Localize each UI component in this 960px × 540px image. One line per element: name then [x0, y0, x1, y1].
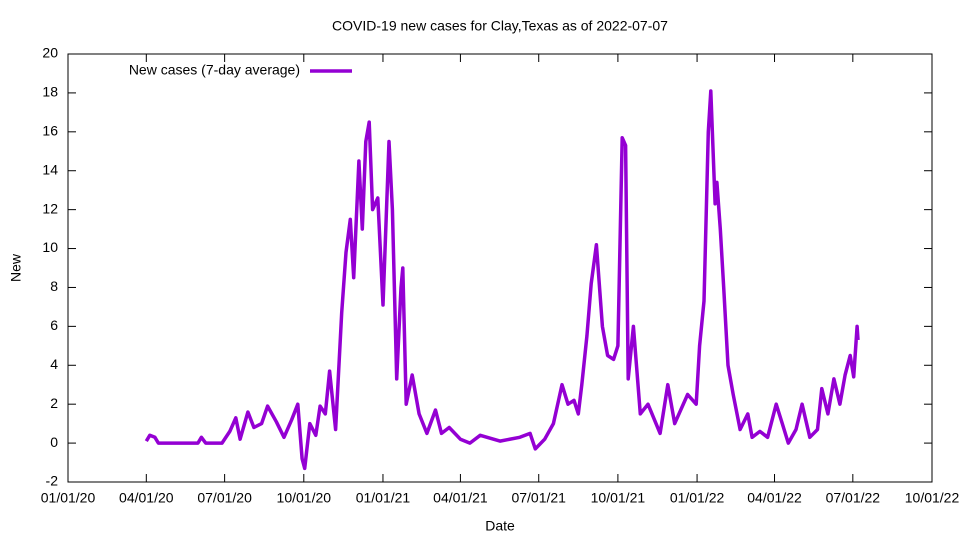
x-tick-label: 01/01/22 — [670, 490, 725, 506]
y-tick-label: 10 — [42, 239, 58, 255]
y-tick-label: 0 — [50, 434, 58, 450]
x-tick-label: 01/01/21 — [356, 490, 411, 506]
plot-border — [67, 53, 933, 483]
y-tick-label: 18 — [42, 84, 58, 100]
y-tick-label: 20 — [42, 45, 58, 61]
y-tick-label: 8 — [50, 278, 58, 294]
x-tick-label: 10/01/21 — [591, 490, 646, 506]
y-tick-label: -2 — [46, 473, 59, 489]
x-tick-label: 07/01/20 — [197, 490, 252, 506]
y-tick-label: 2 — [50, 395, 58, 411]
legend-label: New cases (7-day average) — [129, 62, 300, 78]
x-tick-label: 07/01/21 — [511, 490, 566, 506]
data-line — [144, 89, 860, 471]
y-tick-label: 12 — [42, 200, 58, 216]
x-tick-label: 04/01/20 — [119, 490, 174, 506]
y-tick-label: 4 — [50, 356, 58, 372]
x-tick-label: 10/01/22 — [905, 490, 960, 506]
x-tick-label: 10/01/20 — [277, 490, 332, 506]
x-tick-label: 04/01/22 — [747, 490, 802, 506]
x-tick-label: 01/01/20 — [41, 490, 96, 506]
y-tick-label: 6 — [50, 317, 58, 333]
x-tick-label: 07/01/22 — [826, 490, 881, 506]
chart-title: COVID-19 new cases for Clay,Texas as of … — [332, 18, 668, 34]
x-axis-label: Date — [485, 518, 515, 534]
y-tick-label: 16 — [42, 123, 58, 139]
y-tick-label: 14 — [42, 161, 58, 177]
x-tick-label: 04/01/21 — [433, 490, 488, 506]
y-axis-label: New — [8, 253, 24, 282]
